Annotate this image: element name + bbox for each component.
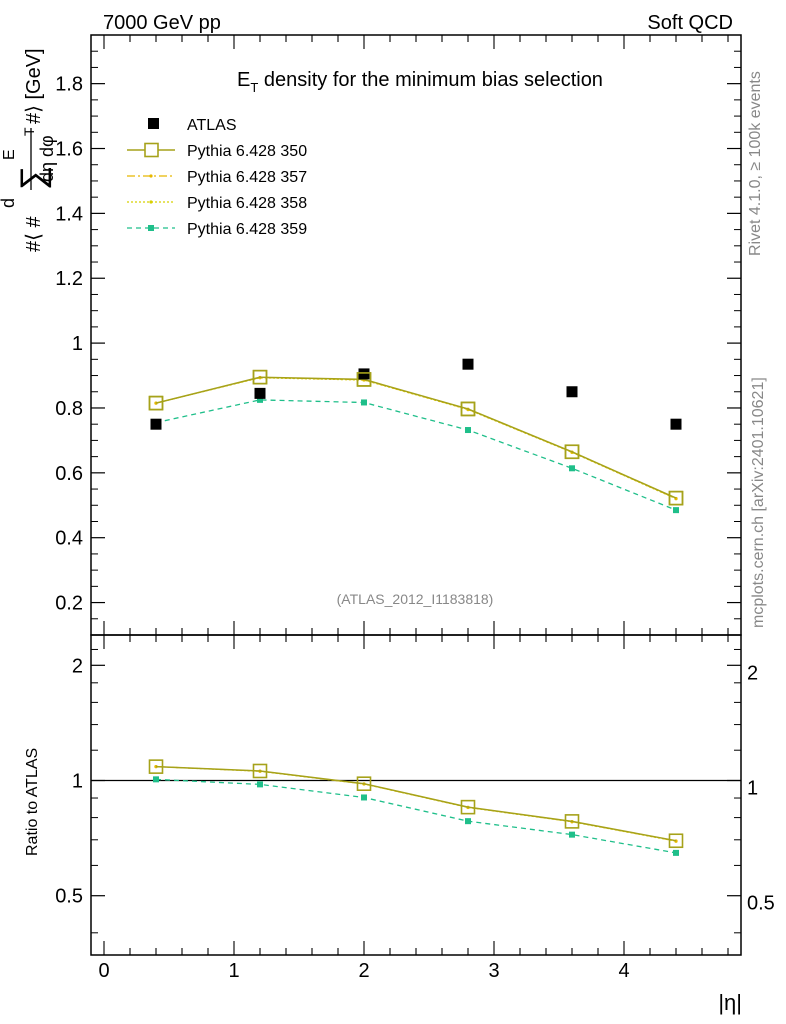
series-0-marker-overlay [460,401,476,417]
series-0-marker-overlay [252,369,268,385]
ratio-plot-panel: 0 1 2 3 4 0.5 0.5 1 1 2 2 [55,634,775,982]
ylabel-hash-close: #⟩ [GeV] [23,48,45,124]
series-0-marker-overlay [148,395,164,411]
ratio-tick-label-left: 0.5 [55,886,83,908]
x-tick-label: 2 [358,960,369,982]
ratio-series-0-line [155,765,677,842]
ratio-tick-label-left: 1 [72,771,83,793]
x-tick-label: 1 [228,960,239,982]
legend-series-2-marker [149,200,153,204]
atlas-data-point [462,358,474,370]
y-tick-label: 1 [72,333,83,355]
ratio-tick-label-right: 1 [747,778,758,800]
x-tick-label: 4 [618,960,629,982]
ylabel-hash-open: #⟨ # [23,216,45,252]
legend-series-3-marker [148,225,154,231]
y-tick-label: 1.2 [55,268,83,290]
series-0-marker-overlay [564,444,580,460]
series-3-marker [465,427,471,434]
legend-atlas-marker [148,118,159,129]
series-1-line [155,376,677,500]
atlas-data-point [358,368,370,380]
y-axis-label: #⟨ # d ∑ E dη dφ T #⟩ [GeV] [0,48,57,252]
rivet-label: Rivet 4.1.0, ≥ 100k events [747,71,764,256]
y-tick-label: 0.2 [55,593,83,615]
legend-atlas-label: ATLAS [187,117,237,134]
ratio-series-0-marker [564,814,580,829]
ratio-tick-label-right: 0.5 [747,893,775,915]
ratio-series-0-marker [252,763,268,779]
atlas-data-point [670,418,682,430]
series-2-line [155,377,677,500]
legend-series-3-label: Pythia 6.428 359 [187,221,307,238]
x-tick-label: 0 [98,960,109,982]
atlas-data-point [254,387,266,399]
y-tick-label: 1.4 [55,203,83,225]
ratio-series-3-marker [257,781,263,788]
ratio-tick-label-left: 2 [72,655,83,677]
ratio-series-2-line [155,766,677,842]
ratio-series-0-marker [460,799,476,815]
ylabel-t: T [21,127,37,136]
header-left: 7000 GeV pp [103,12,221,34]
ylabel-sum: ∑ [14,166,52,190]
series-0-line [155,376,677,499]
legend-series-1-marker [149,174,153,178]
series-3-marker [361,399,367,406]
legend: ATLAS Pythia 6.428 350 Pythia 6.428 357 Pyt… [127,117,307,238]
legend-series-0-label: Pythia 6.428 350 [187,143,307,160]
y-tick-label: 1.6 [55,139,83,161]
y-tick-label: 0.6 [55,463,83,485]
series-0-marker-overlay [668,490,684,506]
mcplots-label: mcplots.cern.ch [arXiv:2401.10621] [750,377,767,628]
ratio-y-label: Ratio to ATLAS [24,748,41,856]
ylabel-den: dη dφ [37,135,57,182]
ratio-series-1-line [155,766,677,842]
ratio-tick-label-right: 2 [747,662,758,684]
series-3-line [155,399,677,511]
ratio-series-0-marker [148,759,164,774]
y-tick-label: 1.8 [55,74,83,96]
ratio-series-3-marker [153,776,159,783]
ratio-series-3-line [155,778,677,854]
header-right: Soft QCD [647,12,733,34]
y-tick-label: 0.4 [55,528,83,550]
atlas-data-point [566,386,578,398]
series-3-marker [673,507,679,514]
series-3-marker [257,396,263,403]
ylabel-e: E [1,149,18,160]
ratio-series-0-marker [668,833,684,849]
series-0-marker-overlay [356,372,372,387]
legend-series-0-marker [144,142,159,158]
ratio-series-0-marker [356,776,372,791]
x-tick-label: 3 [488,960,499,982]
main-plot-panel: 0.2 0.4 0.6 0.8 1 1.2 1.4 1.6 1.8 ET density for… [55,34,742,636]
watermark: (ATLAS_2012_I1183818) [337,591,494,607]
plot-title: ET density for the minimum bias selectio… [237,69,603,95]
series-3-marker [569,465,575,472]
ratio-series-3-marker [361,794,367,801]
ylabel-d: d [0,198,18,208]
ratio-series-3-marker [673,849,679,856]
atlas-data-point [150,418,162,430]
x-axis-label: |η| [718,990,742,1015]
legend-series-1-label: Pythia 6.428 357 [187,169,307,186]
y-tick-label: 0.8 [55,398,83,420]
ratio-series-3-marker [569,831,575,838]
ratio-series-3-marker [465,818,471,825]
legend-series-2-label: Pythia 6.428 358 [187,195,307,212]
